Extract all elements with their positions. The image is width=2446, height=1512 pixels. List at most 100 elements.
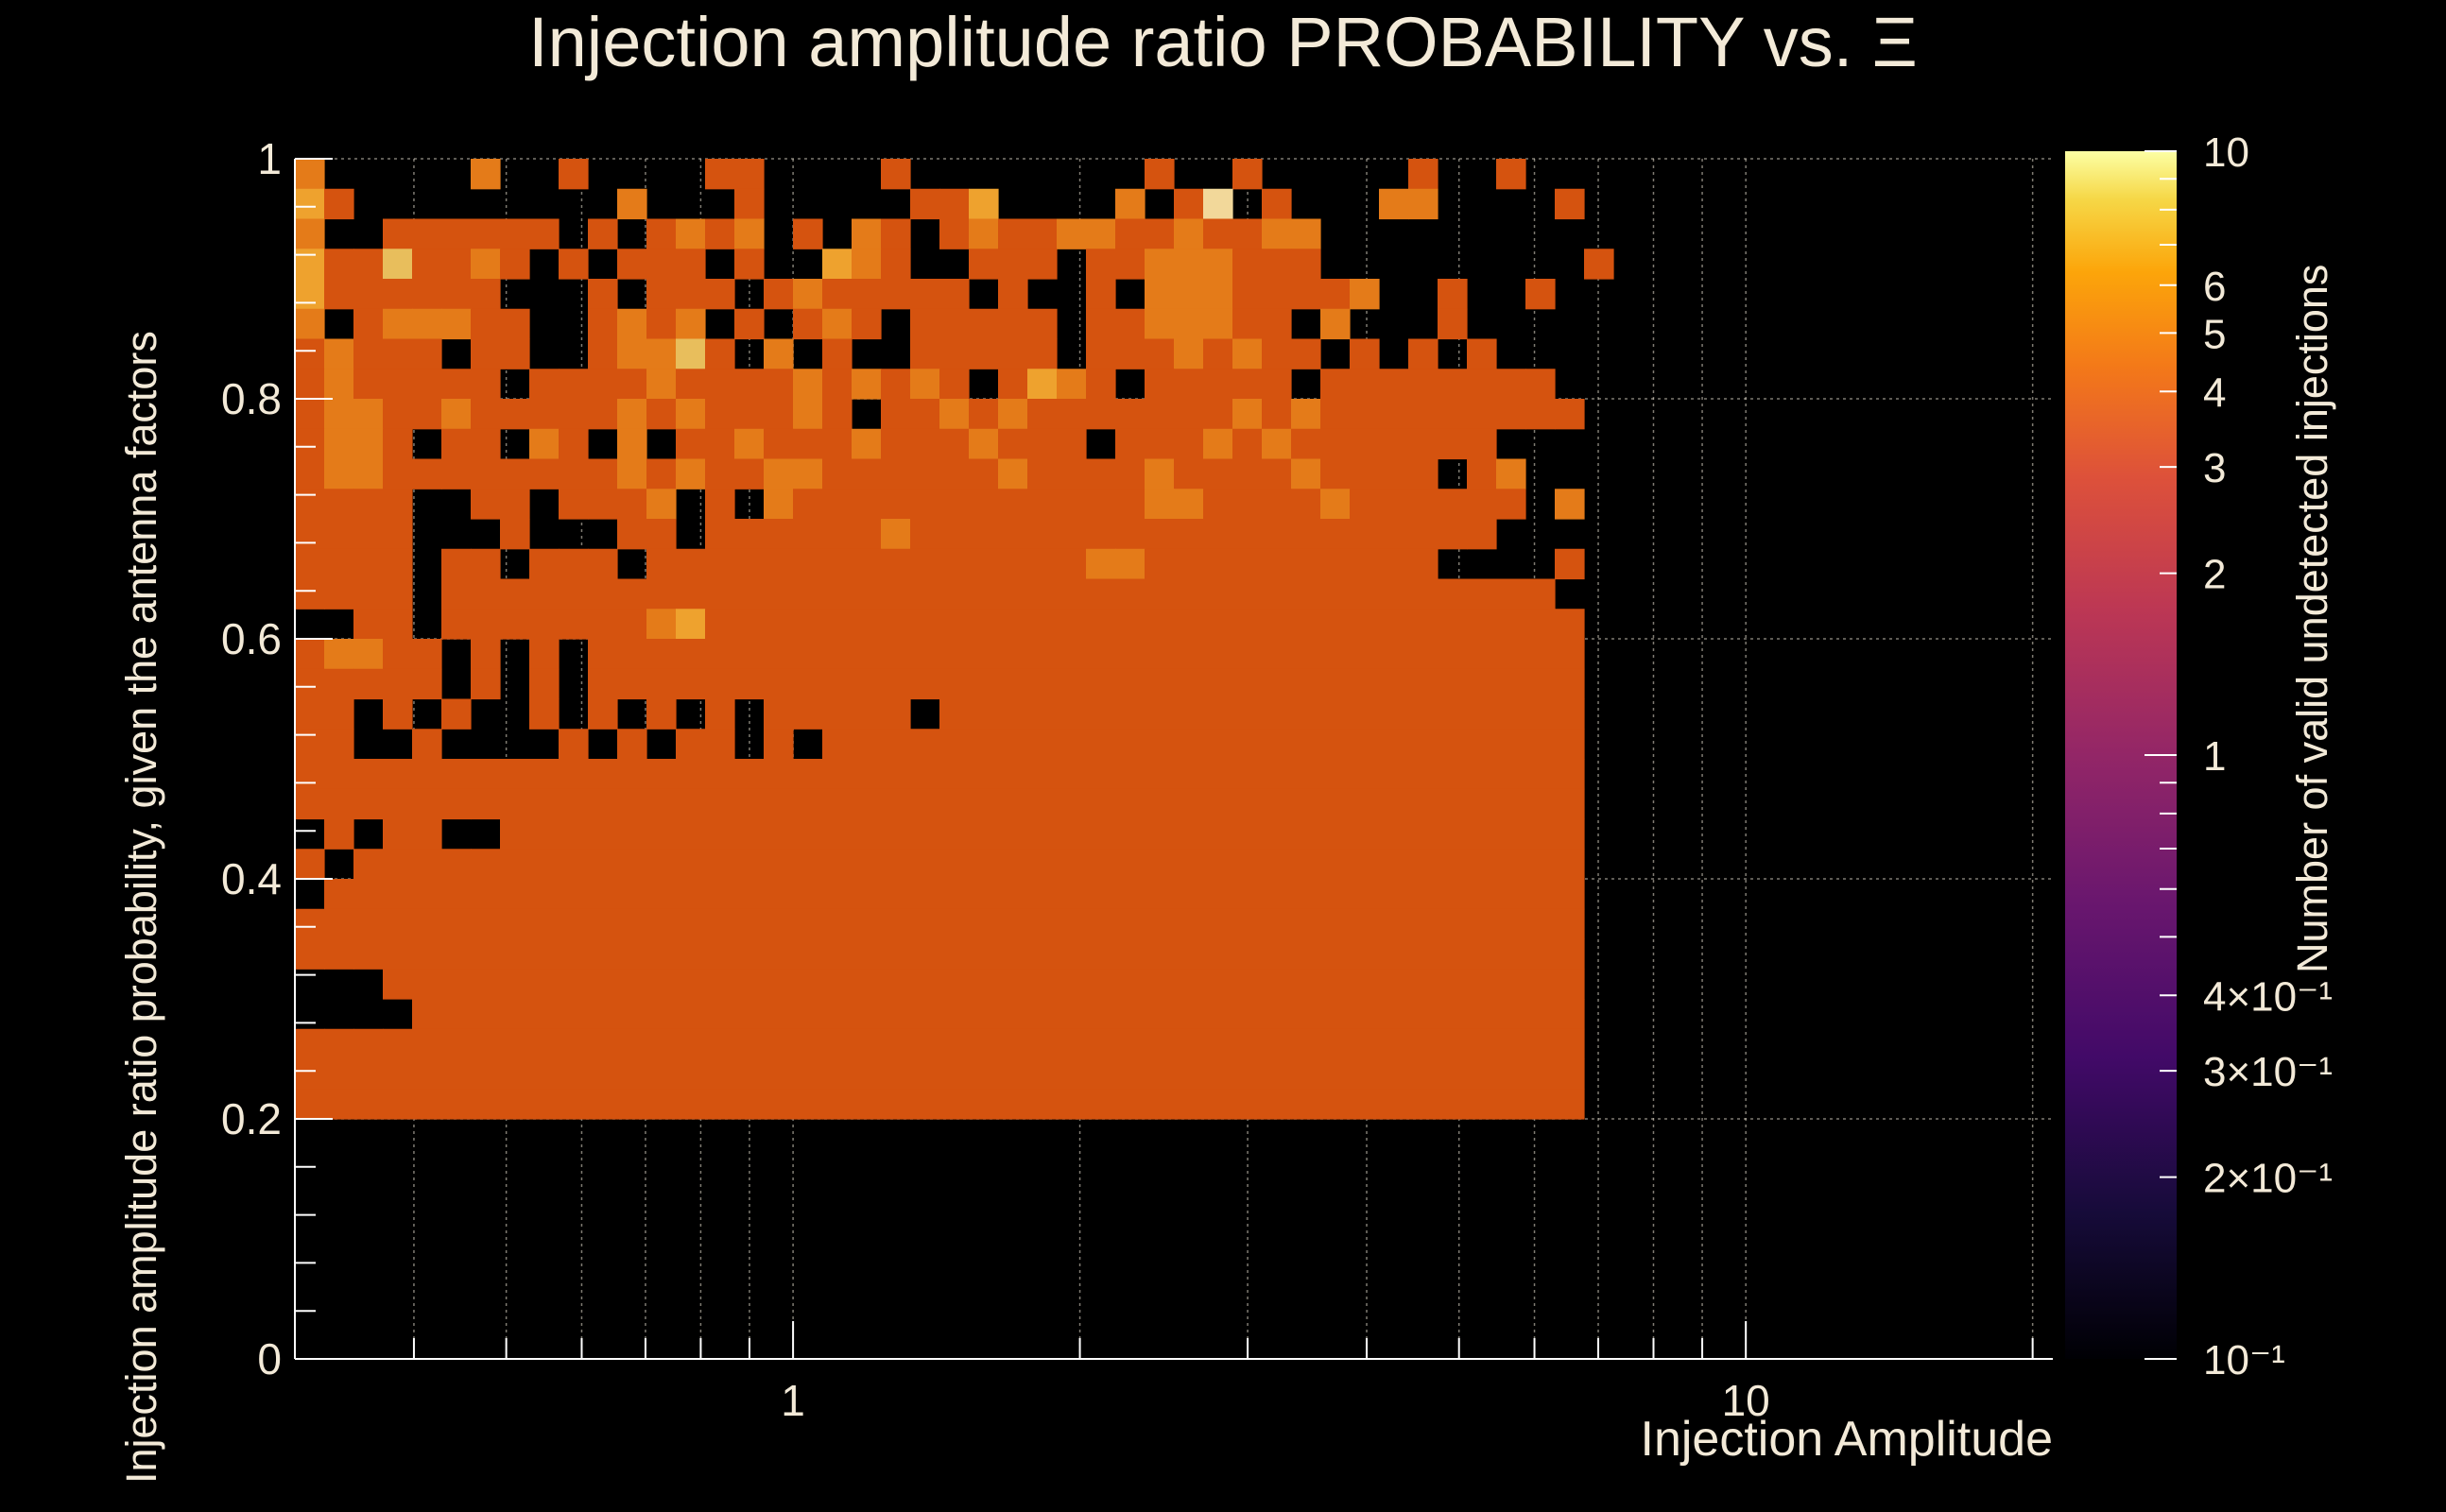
heatmap-cell	[617, 759, 647, 790]
heatmap-cell	[1027, 969, 1058, 1000]
heatmap-cell	[324, 698, 354, 730]
heatmap-cell	[559, 818, 589, 850]
heatmap-cell	[1262, 548, 1292, 580]
heatmap-cell	[588, 338, 618, 369]
heatmap-cell	[1203, 849, 1233, 880]
y-tick-label: 0.2	[221, 1094, 282, 1143]
heatmap-cell	[324, 338, 354, 369]
heatmap-cell	[1145, 369, 1175, 400]
heatmap-cell	[998, 879, 1028, 910]
heatmap-cell	[1057, 818, 1087, 850]
heatmap-cell	[734, 369, 765, 400]
heatmap-cell	[1115, 308, 1145, 340]
x-axis-label: Injection Amplitude	[1641, 1412, 2054, 1467]
heatmap-cell	[617, 999, 647, 1030]
heatmap-cell	[383, 609, 413, 640]
heatmap-cell	[734, 1028, 765, 1060]
heatmap-cell	[1027, 999, 1058, 1030]
heatmap-cell	[353, 1058, 384, 1090]
heatmap-cell	[969, 788, 999, 820]
heatmap-cell	[588, 969, 618, 1000]
heatmap-cell	[998, 639, 1028, 670]
heatmap-cell	[353, 308, 384, 340]
heatmap-cell	[617, 639, 647, 670]
heatmap-cell	[1350, 668, 1380, 700]
heatmap-cell	[500, 908, 530, 940]
heatmap-cell	[412, 999, 442, 1030]
heatmap-cell	[529, 759, 560, 790]
heatmap-cell	[939, 999, 970, 1030]
heatmap-cell	[1027, 399, 1058, 430]
heatmap-cell	[1174, 458, 1204, 490]
heatmap-cell	[734, 1058, 765, 1090]
heatmap-cell	[705, 999, 735, 1030]
heatmap-cell	[1086, 938, 1116, 970]
heatmap-cell	[500, 879, 530, 910]
heatmap-cell	[1027, 818, 1058, 850]
heatmap-cell	[1467, 969, 1497, 1000]
heatmap-cell	[705, 548, 735, 580]
heatmap-cell	[881, 609, 911, 640]
heatmap-cell	[383, 399, 413, 430]
heatmap-cell	[1320, 849, 1351, 880]
heatmap-cell	[764, 938, 794, 970]
heatmap-cell	[764, 969, 794, 1000]
heatmap-cell	[1496, 458, 1526, 490]
heatmap-cell	[910, 548, 940, 580]
heatmap-cell	[969, 249, 999, 280]
heatmap-cell	[412, 458, 442, 490]
heatmap-cell	[383, 489, 413, 520]
heatmap-cell	[500, 818, 530, 850]
heatmap-cell	[412, 788, 442, 820]
heatmap-cell	[324, 668, 354, 700]
heatmap-cell	[1291, 668, 1321, 700]
heatmap-cell	[471, 1028, 501, 1060]
heatmap-cell	[1027, 519, 1058, 550]
heatmap-cell	[1467, 369, 1497, 400]
heatmap-cell	[793, 698, 823, 730]
heatmap-cell	[295, 399, 325, 430]
heatmap-cell	[588, 548, 618, 580]
heatmap-cell	[734, 188, 765, 220]
heatmap-cell	[852, 908, 882, 940]
heatmap-cell	[1350, 609, 1380, 640]
heatmap-cell	[1232, 879, 1263, 910]
heatmap-cell	[822, 818, 853, 850]
heatmap-cell	[324, 249, 354, 280]
heatmap-cell	[1262, 369, 1292, 400]
heatmap-cell	[1408, 428, 1438, 460]
heatmap-cell	[910, 308, 940, 340]
heatmap-cell	[353, 759, 384, 790]
heatmap-cell	[1115, 428, 1145, 460]
heatmap-cell	[1232, 1028, 1263, 1060]
heatmap-cell	[1232, 399, 1263, 430]
heatmap-cell	[559, 548, 589, 580]
heatmap-cell	[1174, 908, 1204, 940]
heatmap-cell	[324, 1028, 354, 1060]
heatmap-cell	[1174, 698, 1204, 730]
heatmap-cell	[1203, 249, 1233, 280]
heatmap-cell	[1174, 1058, 1204, 1090]
heatmap-cell	[529, 879, 560, 910]
heatmap-cell	[1057, 519, 1087, 550]
heatmap-cell	[676, 879, 706, 910]
heatmap-cell	[1438, 369, 1468, 400]
heatmap-cell	[1115, 849, 1145, 880]
heatmap-cell	[1145, 1058, 1175, 1090]
heatmap-cell	[353, 908, 384, 940]
heatmap-cell	[852, 1028, 882, 1060]
heatmap-cell	[383, 249, 413, 280]
heatmap-cell	[734, 609, 765, 640]
heatmap-cell	[822, 249, 853, 280]
heatmap-cell	[1145, 1028, 1175, 1060]
heatmap-cell	[500, 1028, 530, 1060]
heatmap-cell	[295, 639, 325, 670]
heatmap-cell	[1350, 428, 1380, 460]
heatmap-cell	[852, 548, 882, 580]
heatmap-cell	[734, 759, 765, 790]
heatmap-cell	[324, 188, 354, 220]
heatmap-cell	[939, 428, 970, 460]
heatmap-cell	[1467, 818, 1497, 850]
heatmap-cell	[1467, 609, 1497, 640]
heatmap-cell	[471, 489, 501, 520]
